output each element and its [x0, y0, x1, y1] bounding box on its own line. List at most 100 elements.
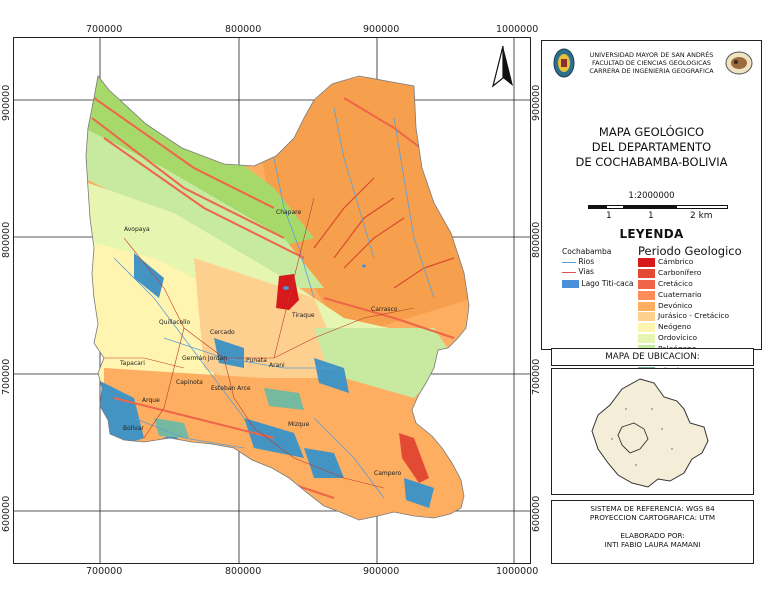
reference-line: SISTEMA DE REFERENCIA: WGS 84	[590, 504, 715, 513]
town-label: Quillacollo	[159, 319, 191, 326]
scale-label: 1	[606, 211, 612, 221]
town-label: Carrasco	[371, 306, 398, 313]
institution-line: UNIVERSIDAD MAYOR DE SAN ANDRÉS	[589, 51, 714, 59]
legend-unit-label: Cretácico	[658, 278, 693, 288]
town-label: Arque	[142, 397, 160, 404]
town-label: Esteban Arce	[211, 385, 251, 392]
university-seal-icon	[553, 48, 575, 78]
map-title-line: MAPA GEOLÓGICO	[598, 125, 705, 139]
legend-item-lago: Lago Titi-caca	[562, 279, 634, 289]
legend-unit: Jurásico - Cretácico	[638, 311, 737, 322]
institution-block: UNIVERSIDAD MAYOR DE SAN ANDRÉS FACULTAD…	[542, 51, 761, 76]
legend-swatch	[638, 268, 655, 278]
legend-swatch	[638, 279, 655, 289]
map-title: MAPA GEOLÓGICO DEL DEPARTAMENTO DE COCHA…	[542, 125, 761, 170]
legend-group-label: Cochabamba	[562, 247, 612, 256]
y-tick-label: 600000	[531, 495, 542, 532]
north-arrow-icon	[491, 45, 513, 88]
legend-periodo-title: Periodo Geologico	[638, 244, 742, 258]
legend-title: LEYENDA	[619, 227, 684, 241]
legend-unit: Devónico	[638, 301, 737, 312]
legend-unit-label: Jurásico - Cretácico	[658, 311, 729, 321]
y-tick-label: 900000	[1, 84, 12, 121]
town-label: Punata	[246, 357, 267, 364]
scale-label: 1	[648, 211, 654, 221]
legend-panel: UNIVERSIDAD MAYOR DE SAN ANDRÉS FACULTAD…	[541, 40, 762, 387]
legend-unit-label: Cámbrico	[658, 257, 694, 266]
town-labels: Avopaya Chapare Quillacollo Cercado Tira…	[119, 209, 402, 477]
y-tick-label: 600000	[1, 495, 12, 532]
reference-line: INTI FABIO LAURA MAMANI	[604, 540, 701, 549]
institution-line: FACULTAD DE CIENCIAS GEOLOGICAS	[592, 59, 711, 68]
map-title-line: DE COCHABAMBA-BOLIVIA	[575, 155, 728, 169]
town-label: Arani	[269, 362, 285, 369]
scale-bar	[588, 205, 728, 209]
town-label: Tiraque	[291, 312, 315, 319]
legend-layers: Cochabamba Rios Vias Lago Titi-caca	[562, 247, 634, 289]
legend-unit-label: Devónico	[658, 300, 693, 310]
map-frame[interactable]: Avopaya Chapare Quillacollo Cercado Tira…	[13, 37, 531, 564]
cochabamba-outline	[617, 422, 649, 454]
legend-unit: Ordovícico	[638, 333, 737, 344]
road-line-icon	[562, 271, 576, 273]
scale-label: 2 km	[690, 211, 713, 221]
town-label: Cercado	[210, 329, 235, 336]
roads	[104, 197, 415, 489]
y-tick-label: 700000	[1, 358, 12, 395]
legend-swatch	[638, 301, 655, 311]
geologic-map[interactable]: Avopaya Chapare Quillacollo Cercado Tira…	[14, 38, 530, 563]
y-tick-label: 800000	[1, 221, 12, 258]
legend-unit-label: Carbonífero	[658, 267, 702, 277]
legend-swatch	[638, 258, 655, 267]
town-label: Bolivar	[123, 425, 144, 432]
department-cochabamba	[86, 76, 469, 520]
town-label: Capinota	[176, 379, 203, 386]
river-line-icon	[562, 261, 576, 263]
x-tick-label: 800000	[225, 24, 262, 35]
x-tick-label: 700000	[86, 566, 123, 577]
legend-unit-label: Ordovícico	[658, 333, 698, 343]
legend-item-label: Rios	[578, 257, 595, 266]
legend-unit-label: Cuaternario	[658, 289, 702, 299]
map-title-line: DEL DEPARTAMENTO	[591, 140, 712, 154]
x-tick-label: 800000	[225, 566, 262, 577]
legend-item-label: Vias	[578, 267, 594, 276]
x-tick-label: 900000	[363, 566, 400, 577]
reference-spacer	[552, 522, 753, 531]
x-tick-label: 1000000	[496, 566, 539, 577]
location-map[interactable]	[551, 368, 754, 495]
legend-swatch	[638, 323, 655, 333]
town-label: Chapare	[276, 209, 301, 216]
reference-panel: SISTEMA DE REFERENCIA: WGS 84 PROYECCION…	[551, 500, 754, 564]
legend-unit: Neógeno	[638, 322, 737, 333]
legend-unit-label: Neógeno	[658, 322, 692, 332]
faculty-seal-icon	[725, 51, 753, 75]
town-label: Mizque	[288, 421, 310, 428]
legend-swatch	[638, 334, 655, 344]
town-label: Campero	[374, 470, 402, 477]
x-tick-label: 700000	[86, 24, 123, 35]
institution-line: CARRERA DE INGENIERIA GEOGRAFICA	[589, 67, 714, 76]
legend-swatch	[638, 290, 655, 300]
legend-unit: Carbonífero	[638, 268, 737, 279]
legend-item-rios: Rios	[562, 257, 634, 267]
scale-ratio: 1:2000000	[628, 191, 675, 201]
legend-unit: Cretácico	[638, 279, 737, 290]
legend-item-label: Lago Titi-caca	[581, 279, 634, 288]
reference-line: PROYECCION CARTOGRAFICA: UTM	[589, 513, 716, 522]
reference-line: ELABORADO POR:	[620, 531, 685, 540]
legend-item-vias: Vias	[562, 267, 634, 277]
y-tick-label: 700000	[531, 358, 542, 395]
rivers	[113, 107, 435, 499]
x-tick-label: 1000000	[496, 24, 539, 35]
legend-swatch	[638, 312, 655, 322]
legend-unit: Cámbrico	[638, 257, 737, 268]
legend-unit: Cuaternario	[638, 290, 737, 301]
town-label: Tapacari	[119, 360, 145, 367]
bolivia-outline	[591, 378, 709, 488]
location-title: MAPA DE UBICACION:	[551, 348, 754, 366]
town-label: Germán Jordan	[182, 355, 227, 362]
town-label: Avopaya	[124, 226, 150, 233]
x-tick-label: 900000	[363, 24, 400, 35]
lake-swatch-icon	[562, 280, 579, 288]
